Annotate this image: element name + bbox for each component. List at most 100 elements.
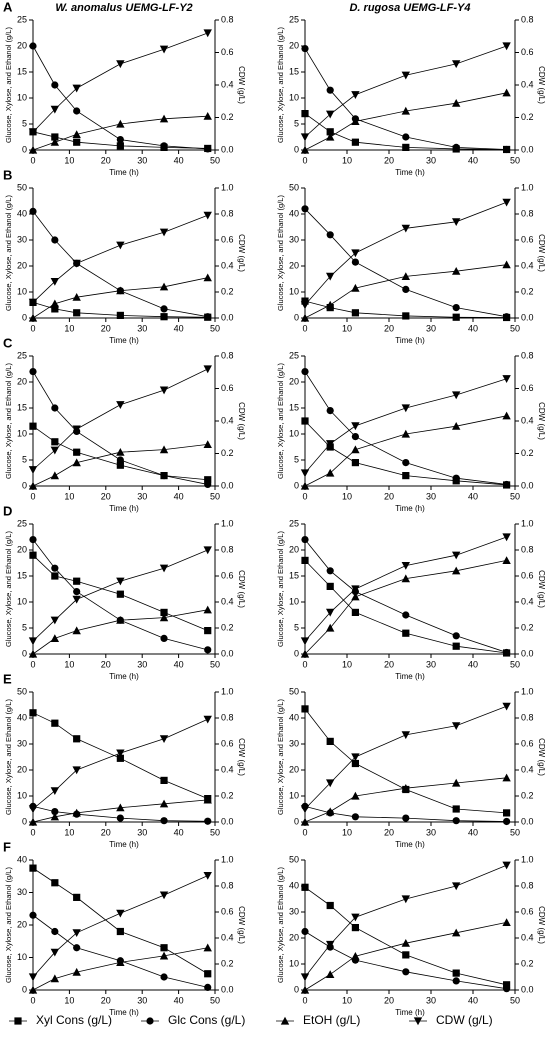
marker-triangle (72, 967, 81, 976)
x-tick-label: 20 (384, 827, 394, 837)
marker-triangle (116, 803, 125, 812)
marker-triangle (452, 566, 461, 575)
marker-square (116, 142, 124, 150)
marker-circle (452, 474, 460, 482)
x-axis-label: Time (h) (395, 504, 425, 513)
marker-triangle-down (28, 637, 38, 646)
marker-circle (51, 808, 59, 816)
y-tick-label: 5 (22, 454, 27, 464)
marker-square (503, 809, 511, 817)
y-tick-label: 25 (289, 350, 299, 360)
x-tick-label: 30 (426, 995, 436, 1005)
marker-triangle (502, 411, 511, 420)
y2-tick-label: 1.0 (521, 686, 534, 696)
y2-tick-label: 0.8 (221, 350, 234, 360)
axis-frame (32, 188, 216, 319)
marker-triangle-down (116, 749, 125, 758)
marker-square (452, 969, 460, 977)
y-tick-label: 10 (289, 92, 299, 102)
series-line (32, 302, 208, 318)
marker-triangle (28, 817, 38, 826)
marker-triangle (203, 112, 212, 120)
series-line (304, 864, 507, 978)
y-tick-label: 30 (289, 738, 299, 748)
y2-tick-label: 0.6 (521, 738, 534, 748)
marker-triangle (159, 114, 169, 123)
x-tick-label: 50 (510, 323, 520, 333)
x-tick-label: 30 (426, 155, 436, 165)
y2-tick-label: 0.2 (521, 448, 534, 458)
marker-square (116, 754, 124, 762)
x-tick-label: 50 (210, 491, 220, 501)
series-line (304, 415, 507, 487)
marker-square (160, 313, 168, 321)
x-tick-label: 10 (342, 491, 352, 501)
marker-triangle-down (159, 228, 169, 237)
marker-circle (452, 304, 460, 312)
marker-circle (452, 977, 460, 985)
y-tick-label: 20 (289, 376, 299, 386)
series-line (304, 92, 507, 151)
marker-triangle (72, 458, 81, 467)
y2-tick-label: 0.6 (221, 47, 234, 57)
y2-tick-label: 1.0 (521, 518, 534, 528)
y2-tick-label: 0.2 (221, 958, 234, 968)
marker-square (204, 476, 212, 484)
axis-frame (32, 860, 216, 991)
x-tick-label: 50 (210, 995, 220, 1005)
marker-square (51, 133, 59, 141)
marker-square (503, 981, 511, 989)
marker-triangle-down (203, 29, 212, 38)
y2-tick-label: 1.0 (221, 686, 234, 696)
y2-axis-label: CDW (g/L) (237, 738, 246, 776)
y-tick-label: 10 (289, 958, 299, 968)
marker-triangle-down (502, 861, 511, 870)
panel-label: F (3, 839, 11, 854)
y2-tick-label: 0.0 (221, 312, 234, 322)
marker-triangle-down (72, 766, 81, 775)
x-tick-label: 20 (101, 323, 111, 333)
y-tick-label: 10 (17, 596, 27, 606)
marker-triangle (300, 985, 310, 994)
series-line (304, 806, 507, 822)
marker-triangle-down (72, 595, 81, 604)
y-axis-label: Glucose, Xylose, and Ethanol (g/L) (276, 195, 285, 311)
marker-triangle (452, 778, 461, 787)
x-tick-label: 20 (384, 659, 394, 669)
x-axis-label: Time (h) (109, 504, 139, 513)
marker-circle (301, 536, 309, 544)
marker-triangle (116, 958, 125, 966)
marker-circle (503, 648, 511, 657)
marker-triangle (50, 471, 60, 480)
marker-square (51, 305, 59, 313)
marker-square (204, 970, 212, 978)
marker-triangle-down (159, 564, 169, 573)
y2-tick-label: 0.4 (521, 596, 534, 606)
marker-circle (402, 968, 410, 976)
series-line (32, 368, 208, 471)
marker-circle (402, 459, 410, 467)
marker-triangle-down (502, 42, 511, 51)
marker-triangle-down (326, 779, 335, 788)
marker-triangle-down (116, 401, 125, 409)
y2-tick-label: 0.2 (221, 622, 234, 632)
y2-tick-label: 0.0 (521, 984, 534, 994)
x-tick-label: 0 (30, 491, 35, 501)
x-tick-label: 0 (30, 155, 35, 165)
y2-tick-label: 0.8 (221, 208, 234, 218)
x-tick-label: 10 (342, 155, 352, 165)
marker-triangle (28, 313, 38, 322)
marker-circle (160, 634, 168, 643)
y-tick-label: 20 (17, 376, 27, 386)
marker-triangle-down (72, 84, 81, 93)
marker-square (160, 776, 168, 784)
marker-triangle (203, 440, 212, 448)
marker-circle (29, 536, 37, 544)
marker-triangle (72, 808, 81, 817)
y2-tick-label: 0.6 (521, 906, 534, 916)
x-tick-label: 30 (426, 827, 436, 837)
panel-title: D. rugosa UEMG-LF-Y4 (349, 2, 470, 14)
marker-square (351, 138, 359, 146)
x-tick-label: 10 (64, 155, 74, 165)
y-tick-label: 15 (17, 570, 27, 580)
